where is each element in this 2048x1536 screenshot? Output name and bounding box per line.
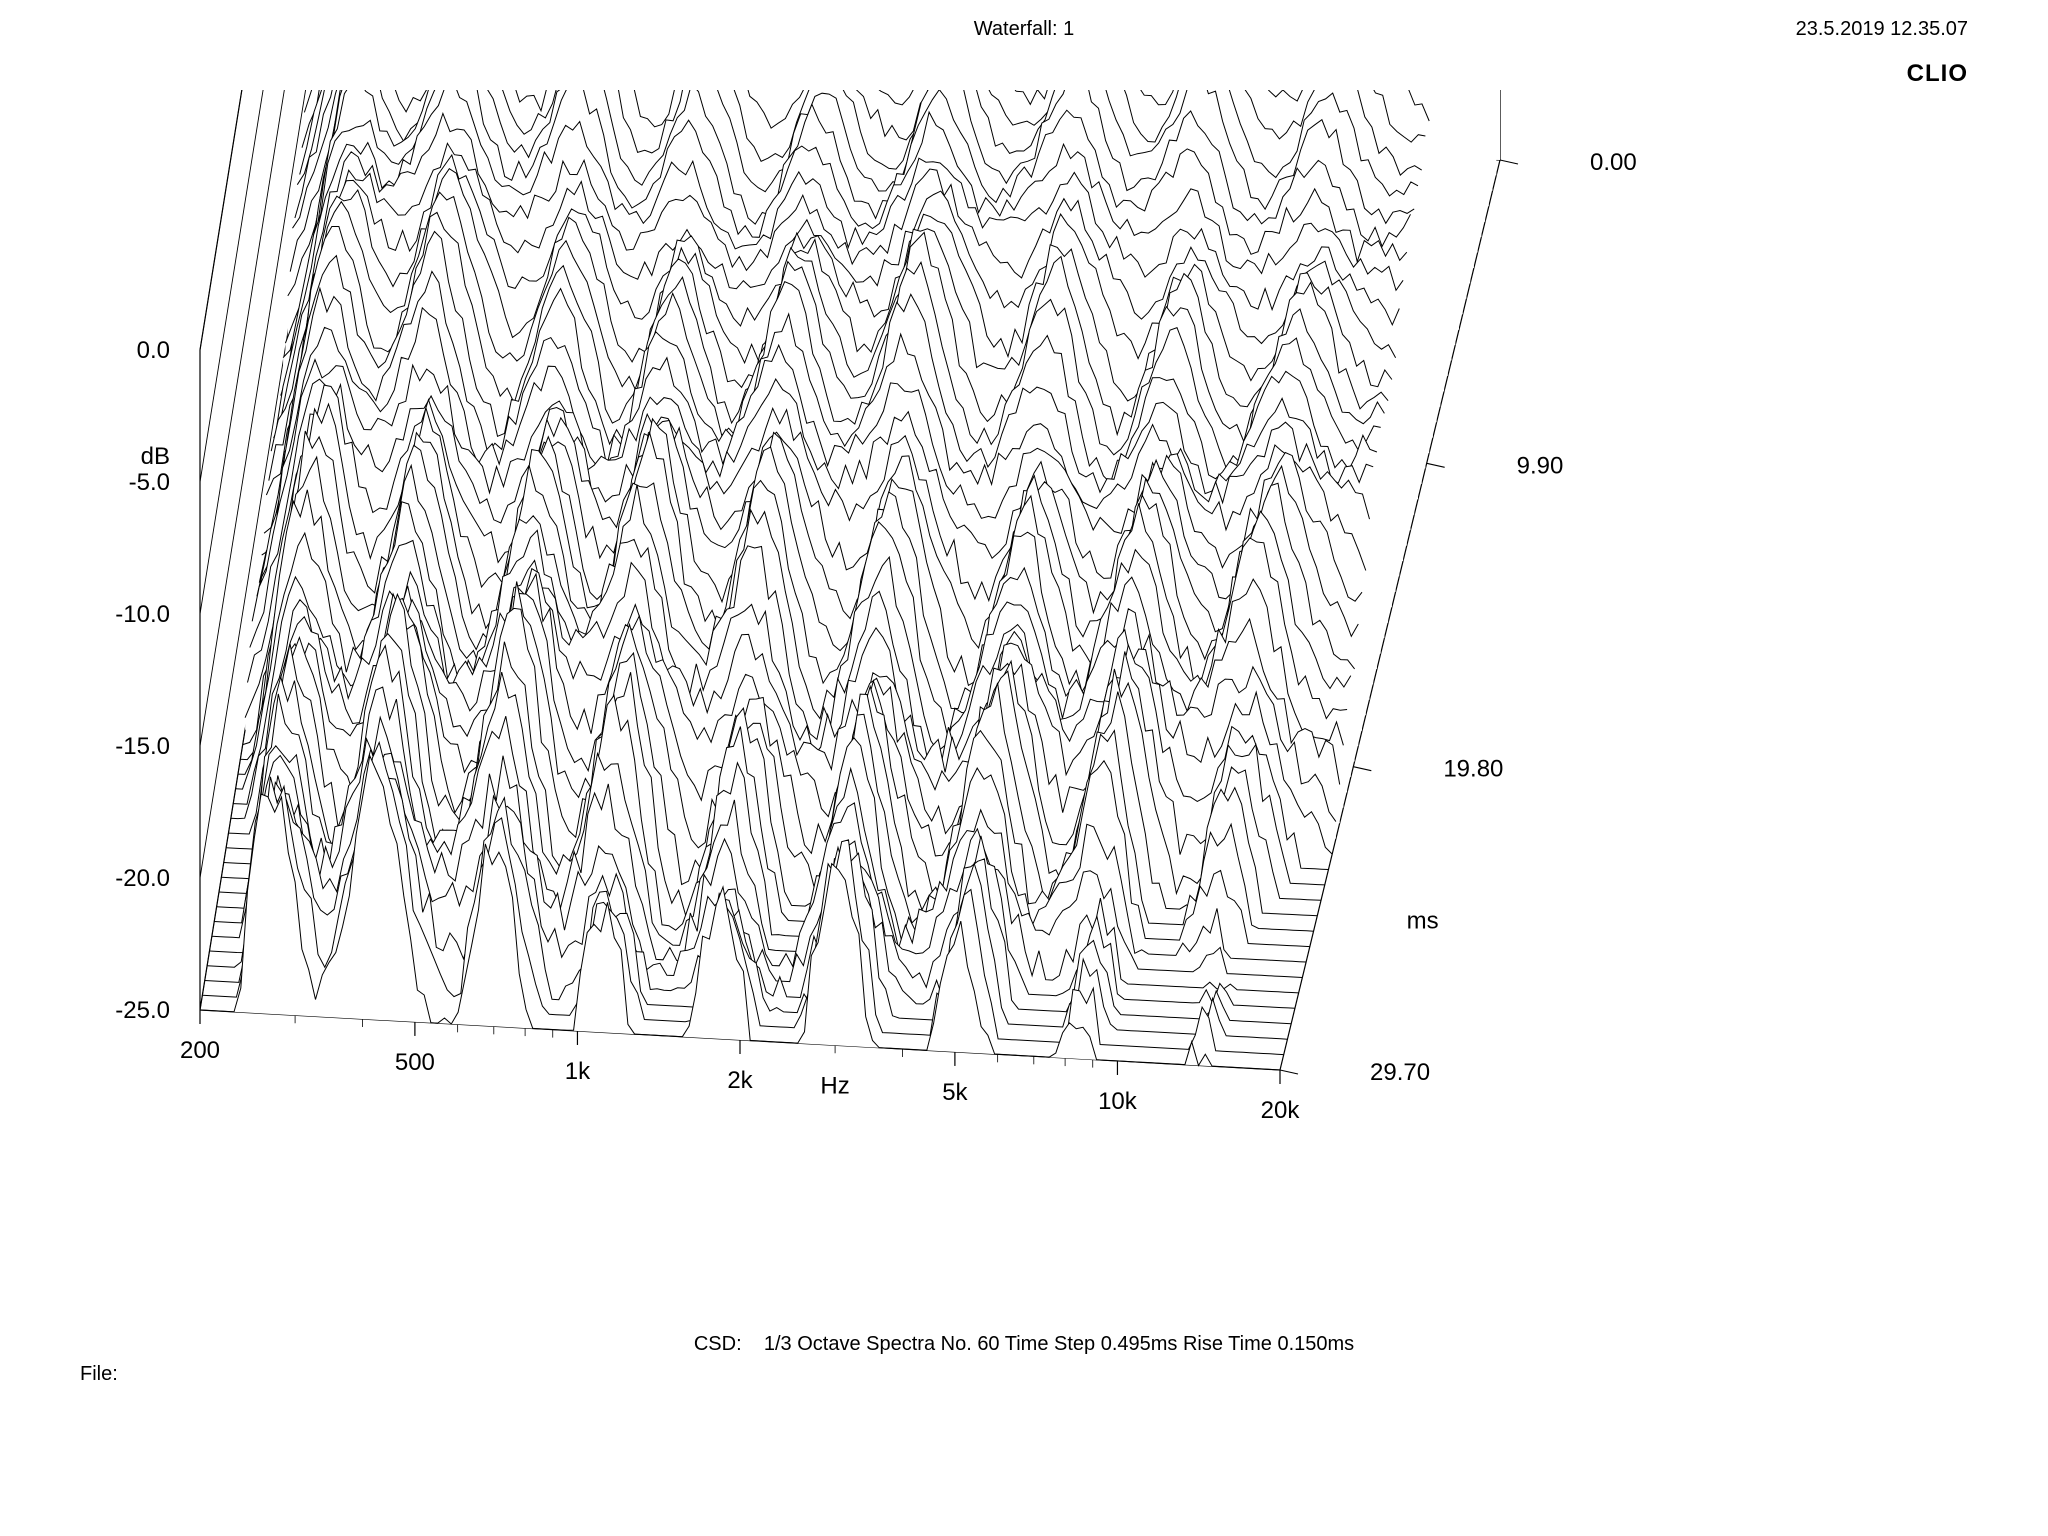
svg-text:19.80: 19.80 — [1443, 756, 1503, 783]
svg-text:0.00: 0.00 — [1590, 149, 1637, 176]
svg-text:500: 500 — [395, 1049, 435, 1076]
file-label: File: — [80, 1363, 118, 1386]
svg-text:-5.0: -5.0 — [129, 469, 170, 496]
svg-text:20k: 20k — [1261, 1097, 1301, 1124]
chart-title: Waterfall: 1 — [974, 18, 1074, 41]
brand-label: CLIO — [1907, 60, 1968, 88]
svg-text:-10.0: -10.0 — [115, 601, 170, 628]
svg-text:2k: 2k — [727, 1067, 753, 1094]
footer-prefix: CSD: — [694, 1333, 742, 1355]
svg-text:1k: 1k — [565, 1058, 591, 1085]
svg-text:-25.0: -25.0 — [115, 997, 170, 1024]
svg-text:29.70: 29.70 — [1370, 1059, 1430, 1086]
svg-text:-20.0: -20.0 — [115, 865, 170, 892]
svg-text:200: 200 — [180, 1037, 220, 1064]
chart-footer-info: CSD: 1/3 Octave Spectra No. 60 Time Step… — [694, 1333, 1354, 1356]
svg-text:Hz: Hz — [820, 1072, 849, 1099]
svg-text:-15.0: -15.0 — [115, 733, 170, 760]
svg-text:dB: dB — [141, 443, 170, 470]
chart-timestamp: 23.5.2019 12.35.07 — [1796, 18, 1968, 41]
svg-text:0.0: 0.0 — [137, 337, 170, 364]
footer-rest: 1/3 Octave Spectra No. 60 Time Step 0.49… — [764, 1333, 1354, 1355]
svg-text:5k: 5k — [942, 1079, 968, 1106]
svg-text:9.90: 9.90 — [1517, 452, 1564, 479]
waterfall-chart: 0.0 -5.0 -10.0 -15.0 -20.0 -25.0 dB 200 500 1k 2k 5… — [80, 90, 1840, 1150]
svg-text:10k: 10k — [1098, 1088, 1138, 1115]
svg-text:ms: ms — [1407, 907, 1439, 934]
